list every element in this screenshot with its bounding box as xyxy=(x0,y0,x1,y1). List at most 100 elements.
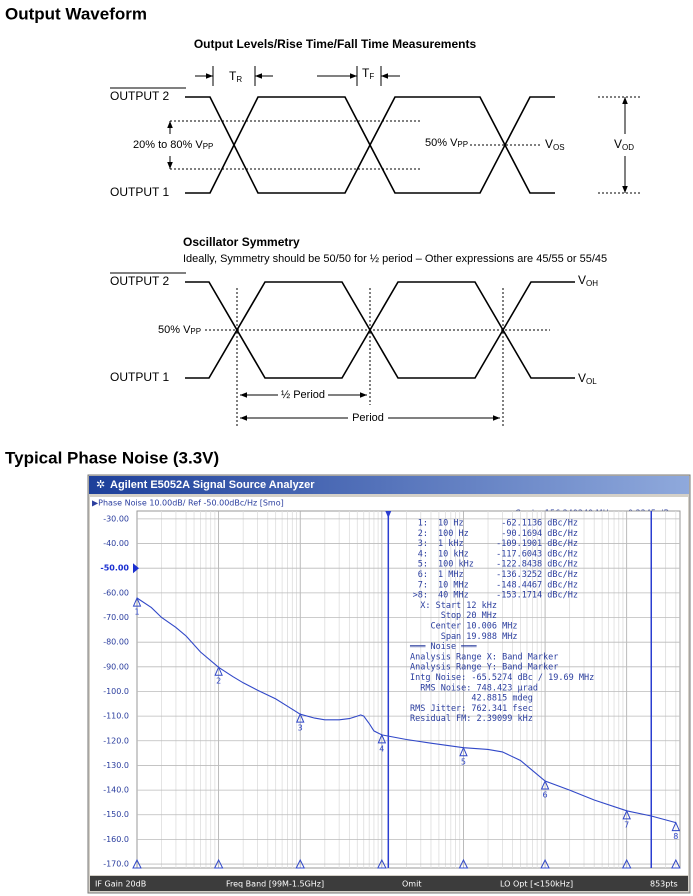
marker-table-freq: 10 Hz xyxy=(438,519,464,529)
status-item: LO Opt [<150kHz] xyxy=(500,880,573,889)
symmetry-diagram: Oscillator Symmetry Ideally, Symmetry sh… xyxy=(110,235,607,426)
marker-id: 1 xyxy=(134,608,139,617)
marker-table-id: 7: xyxy=(418,580,428,590)
analysis-line: ═══ Noise ═══ xyxy=(409,642,477,652)
section-heading: Output Waveform xyxy=(5,4,147,23)
marker-tick xyxy=(621,858,632,869)
marker-table-id: >8: xyxy=(413,591,428,601)
y-tick-label: -110.0 xyxy=(103,712,129,721)
analysis-line: Center 10.006 MHz xyxy=(410,622,517,632)
marker-id: 8 xyxy=(673,832,678,841)
analyzer-window: ✲ Agilent E5052A Signal Source Analyzer … xyxy=(87,474,691,894)
marker-table-value: -122.8438 dBc/Hz xyxy=(496,560,578,570)
marker-tick xyxy=(377,858,387,869)
marker xyxy=(459,746,468,757)
y-tick-label: -40.00 xyxy=(103,539,129,548)
analysis-line: Residual FM: 2.39099 kHz xyxy=(410,714,533,724)
marker-table-freq: 1 kHz xyxy=(438,539,464,549)
y-tick-label: -90.00 xyxy=(103,662,129,671)
diagram-title: Output Levels/Rise Time/Fall Time Measur… xyxy=(194,37,477,51)
noise-trace xyxy=(136,597,676,824)
y-tick-label: -30.00 xyxy=(103,514,129,523)
marker-table-id: 5: xyxy=(418,560,428,570)
status-item: IF Gain 20dB xyxy=(95,880,146,889)
differential-label: VOD xyxy=(614,137,634,152)
swing-label: 20% to 80% VPP xyxy=(133,139,213,151)
analysis-line: Stop 20 MHz xyxy=(410,611,497,621)
marker xyxy=(132,596,142,607)
fall-time-label: TF xyxy=(362,66,374,81)
y-tick-label: -150.0 xyxy=(103,810,129,819)
status-item: Freq Band [99M-1.5GHz] xyxy=(226,880,324,889)
output1-label: OUTPUT 1 xyxy=(110,370,169,384)
reference-marker xyxy=(133,563,139,574)
analysis-line: Analysis Range Y: Band Marker xyxy=(410,663,558,673)
marker-table-id: 1: xyxy=(418,519,428,529)
marker-table-value: -153.1714 dBc/Hz xyxy=(496,591,578,601)
marker xyxy=(622,809,631,820)
marker xyxy=(377,733,387,744)
analysis-line: Analysis Range X: Band Marker xyxy=(410,652,558,662)
y-tick-label: -130.0 xyxy=(103,761,129,770)
marker-table-value: -62.1136 dBc/Hz xyxy=(501,519,578,529)
y-tick-label: -70.00 xyxy=(103,613,129,622)
analysis-line: Intg Noise: -65.5274 dBc / 19.69 MHz xyxy=(410,673,594,683)
window-icon: ✲ xyxy=(96,479,105,491)
marker-table-value: -109.1901 dBc/Hz xyxy=(496,539,578,549)
marker-tick xyxy=(132,858,142,869)
y-tick-label: -80.00 xyxy=(103,638,129,647)
status-item: 853pts xyxy=(650,880,678,889)
marker-id: 4 xyxy=(379,744,384,753)
marker xyxy=(214,665,223,676)
marker-table-freq: 40 MHz xyxy=(438,591,469,601)
low-label: VOL xyxy=(578,371,597,386)
marker-table-id: 3: xyxy=(418,539,428,549)
midpoint-label: 50% VPP xyxy=(158,324,201,336)
trace-header: ▶Phase Noise 10.00dB/ Ref -50.00dBc/Hz [… xyxy=(92,499,284,508)
midpoint-label: 50% VPP xyxy=(425,137,468,149)
y-tick-label: -50.00 xyxy=(100,564,129,573)
marker-table-value: -90.1694 dBc/Hz xyxy=(501,529,578,539)
marker-table-id: 4: xyxy=(418,549,428,559)
marker-table-freq: 1 MHz xyxy=(438,570,464,580)
analysis-line: X: Start 12 kHz xyxy=(410,601,497,611)
y-tick-label: -160.0 xyxy=(103,835,129,844)
section-heading: Typical Phase Noise (3.3V) xyxy=(5,448,219,467)
y-tick-label: -100.0 xyxy=(103,687,129,696)
marker-table-freq: 10 kHz xyxy=(438,549,469,559)
y-tick-label: -140.0 xyxy=(103,786,129,795)
band-marker-flag xyxy=(385,511,392,518)
marker-tick xyxy=(213,858,224,869)
analysis-line: Span 19.988 MHz xyxy=(410,632,517,642)
y-tick-label: -60.00 xyxy=(103,588,129,597)
marker-table-freq: 100 Hz xyxy=(438,529,469,539)
output2-label: OUTPUT 2 xyxy=(110,89,169,103)
marker-tick xyxy=(458,858,469,869)
analysis-line: RMS Jitter: 762.341 fsec xyxy=(410,704,533,714)
half-period-label: ½ Period xyxy=(281,389,325,401)
rise-time-label: TR xyxy=(229,69,242,84)
marker xyxy=(671,821,681,832)
high-label: VOH xyxy=(578,273,598,288)
marker-table-freq: 10 MHz xyxy=(438,580,469,590)
status-item: Omit xyxy=(402,880,421,889)
marker xyxy=(540,779,550,790)
marker-table-value: -136.3252 dBc/Hz xyxy=(496,570,578,580)
offset-label: VOS xyxy=(545,137,565,152)
output1-label: OUTPUT 1 xyxy=(110,185,169,199)
marker-tick xyxy=(295,858,306,869)
analysis-line: RMS Noise: 748.423 µrad xyxy=(410,683,538,693)
marker-id: 7 xyxy=(624,820,629,829)
marker-table-value: -117.6043 dBc/Hz xyxy=(496,549,578,559)
period-label: Period xyxy=(352,412,384,424)
diagram-title: Oscillator Symmetry xyxy=(183,235,300,249)
marker-id: 6 xyxy=(543,791,548,800)
marker-table-freq: 100 kHz xyxy=(438,560,474,570)
levels-diagram: TR TF OUTPUT 2 OUTPUT 1 20% to 80% VPP 5… xyxy=(110,66,642,199)
marker-table-id: 2: xyxy=(418,529,428,539)
plot-area xyxy=(136,510,681,869)
marker-table-id: 6: xyxy=(418,570,428,580)
y-tick-label: -170.0 xyxy=(103,860,129,869)
